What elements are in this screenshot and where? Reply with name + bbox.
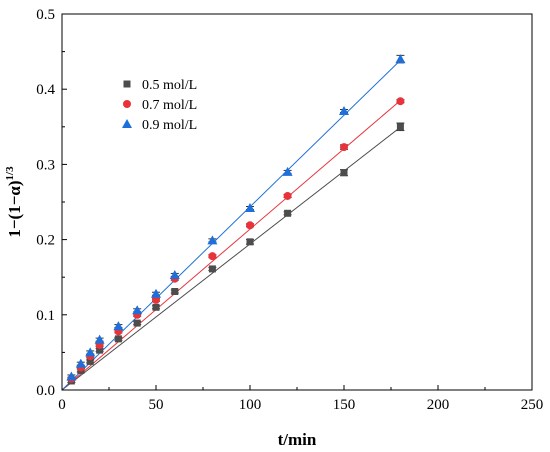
fit-line: [61, 126, 401, 391]
legend-marker: [122, 119, 132, 128]
axis-ticks: 0 50 100 150 200 250 0.0 0.1 0.2 0.3 0.4 0.5: [36, 7, 543, 413]
y-tick-label: 0.4: [36, 82, 55, 98]
x-axis-title: t/min: [278, 430, 317, 449]
fit-lines: [61, 59, 401, 391]
data-point: [340, 143, 348, 152]
x-tick-label: 250: [521, 397, 544, 413]
y-axis-title-exponent: 1/3: [4, 166, 16, 181]
y-tick-label: 0.2: [36, 233, 55, 249]
data-point: [94, 334, 105, 344]
data-point: [75, 358, 86, 368]
y-tick-label: 0.0: [36, 383, 55, 399]
y-tick-label: 0.1: [36, 308, 55, 324]
data-point: [207, 235, 218, 245]
data-point: [152, 303, 160, 311]
fit-line: [61, 59, 401, 391]
data-point: [151, 288, 161, 298]
data-point: [396, 97, 405, 106]
data-point: [283, 191, 292, 200]
svg-text:1−(1−α)1/3: 1−(1−α)1/3: [4, 166, 24, 238]
data-point: [66, 371, 77, 381]
data-point: [96, 346, 104, 354]
data-point: [132, 305, 143, 315]
legend-marker: [123, 80, 131, 88]
data-point: [396, 123, 404, 131]
x-tick-label: 150: [333, 397, 356, 413]
y-tick-label: 0.3: [36, 157, 55, 173]
data-point: [340, 169, 348, 177]
x-tick-label: 50: [149, 397, 164, 413]
data-point: [282, 166, 293, 176]
y-tick-label: 0.5: [36, 7, 55, 23]
data-point: [245, 203, 255, 213]
data-point: [246, 221, 254, 230]
data-point: [246, 238, 254, 246]
data-point: [339, 106, 349, 116]
data-point: [86, 357, 94, 365]
fit-line: [61, 100, 401, 391]
data-point: [171, 287, 179, 295]
data-markers: [66, 54, 406, 385]
legend-label: 0.9 mol/L: [142, 118, 197, 133]
data-point: [208, 252, 217, 261]
legend-label: 0.7 mol/L: [142, 98, 197, 113]
plot-frame: [61, 13, 533, 391]
data-point: [133, 319, 141, 327]
data-point: [152, 295, 160, 304]
data-point: [395, 54, 406, 64]
data-point: [113, 321, 124, 331]
legend: 0.5 mol/L 0.7 mol/L 0.9 mol/L: [122, 78, 197, 133]
data-point: [85, 347, 96, 357]
x-tick-label: 0: [58, 397, 66, 413]
data-point: [284, 209, 292, 217]
legend-marker: [123, 100, 131, 108]
x-tick-label: 200: [427, 397, 450, 413]
data-point: [169, 269, 180, 279]
data-point: [208, 265, 216, 273]
data-point: [114, 335, 122, 343]
x-tick-label: 100: [239, 397, 262, 413]
y-axis-title: 1−(1−α)1/3: [4, 166, 24, 238]
y-axis-title-main: 1−(1−α): [5, 180, 24, 237]
legend-label: 0.5 mol/L: [142, 78, 197, 93]
